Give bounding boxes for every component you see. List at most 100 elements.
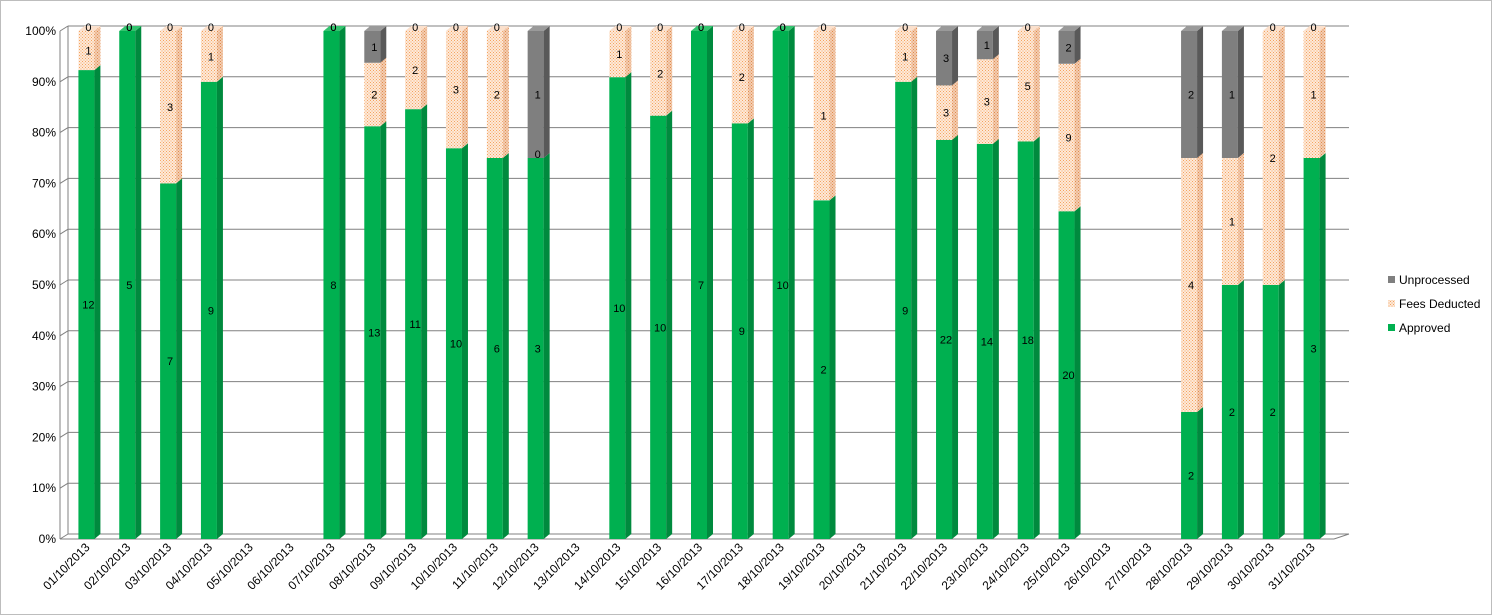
bar-top: [1303, 26, 1326, 31]
bar-segment-fees-deducted: [731, 31, 748, 124]
bar-segment-approved: [650, 115, 667, 540]
data-label-unprocessed: 0: [85, 22, 91, 34]
bar-top: [731, 26, 754, 31]
data-label-fees-deducted: 1: [85, 46, 91, 58]
bar-side-fees-deducted: [1197, 153, 1204, 412]
y-tick-label: 50%: [32, 278, 56, 292]
bar-segment-fees-deducted: [1303, 31, 1320, 158]
bar-side-approved: [829, 195, 836, 540]
data-label-fees-deducted: 1: [208, 51, 214, 63]
bar-top: [160, 26, 183, 31]
data-label-unprocessed: 0: [739, 22, 745, 34]
bar-top: [486, 26, 509, 31]
bar-segment-fees-deducted: [609, 31, 626, 78]
y-tick-label: 90%: [32, 75, 56, 89]
data-label-unprocessed: 0: [453, 22, 459, 34]
gridline-depth: [59, 381, 69, 388]
legend-label-approved: Approved: [1399, 321, 1450, 335]
bar-side-approved: [747, 118, 754, 539]
data-labels: 1210500730910800132111201030620301101010…: [82, 22, 1316, 483]
bar-side-fees-deducted: [829, 26, 836, 201]
bar-side-unprocessed: [1197, 26, 1204, 158]
bar-segment-approved: [609, 77, 626, 539]
data-label-fees-deducted: 3: [984, 97, 990, 109]
gridline-depth: [59, 228, 69, 235]
bar-segment-unprocessed: [936, 31, 953, 86]
bar-side-approved: [625, 72, 632, 539]
data-label-fees-deducted: 0: [698, 22, 704, 34]
data-label-unprocessed: 0: [412, 22, 418, 34]
data-label-approved: 10: [613, 303, 625, 315]
y-axis: 0% 10% 20% 30% 40% 50% 60% 70% 80% 90% 100%: [25, 24, 61, 546]
bar-side-approved: [339, 26, 346, 539]
bar-segment-fees-deducted: [1262, 31, 1279, 285]
bar-side-approved: [176, 178, 183, 539]
bar-side-fees-deducted: [1074, 58, 1081, 212]
bar-side-fees-deducted: [94, 26, 101, 71]
bar-segment-fees-deducted: [895, 31, 912, 82]
bar-segment-unprocessed: [1181, 31, 1198, 158]
bar-top: [527, 26, 550, 31]
data-label-fees-deducted: 0: [780, 22, 786, 34]
data-label-fees-deducted: 2: [494, 90, 500, 102]
bar-side-fees-deducted: [1319, 26, 1326, 158]
legend-swatch-unprocessed: [1388, 276, 1395, 283]
data-label-approved: 14: [981, 336, 993, 348]
data-label-approved: 3: [1311, 344, 1317, 356]
data-label-approved: 9: [208, 305, 214, 317]
legend-swatch-approved: [1388, 324, 1395, 331]
bar-side-unprocessed: [380, 26, 387, 63]
data-label-fees-deducted: 2: [1270, 153, 1276, 165]
gridline-depth: [59, 431, 69, 438]
bar-segment-fees-deducted: [976, 59, 993, 144]
data-label-fees-deducted: 2: [657, 68, 663, 80]
data-label-unprocessed: 0: [208, 22, 214, 34]
bar-segment-fees-deducted: [160, 31, 177, 184]
data-label-unprocessed: 0: [616, 22, 622, 34]
data-label-unprocessed: 0: [1311, 22, 1317, 34]
bar-segment-approved: [119, 31, 136, 539]
gridline-depth: [59, 482, 69, 489]
bar-segment-fees-deducted: [936, 85, 953, 140]
data-label-fees-deducted: 3: [453, 85, 459, 97]
bar-segment-approved: [1262, 285, 1279, 539]
bar-side-fees-deducted: [1278, 26, 1285, 285]
bar-side-fees-deducted: [1237, 153, 1244, 285]
bar-side-approved: [461, 143, 468, 539]
bar-segment-unprocessed: [976, 31, 993, 60]
bar-segment-fees-deducted: [813, 31, 830, 201]
bar-segment-fees-deducted: [78, 31, 95, 71]
bar-top: [976, 26, 999, 31]
bar-side-approved: [1319, 153, 1326, 539]
bar-segment-approved: [1181, 412, 1198, 539]
gridline-depth: [59, 127, 69, 134]
data-label-unprocessed: 0: [1025, 22, 1031, 34]
data-label-fees-deducted: 3: [167, 102, 173, 114]
bar-segment-unprocessed: [527, 31, 544, 158]
bar-side-approved: [502, 153, 509, 539]
bar-side-fees-deducted: [502, 26, 509, 158]
bar-side-approved: [421, 104, 428, 540]
bar-top: [1221, 26, 1244, 31]
data-label-unprocessed: 0: [330, 22, 336, 34]
bar-top: [1017, 26, 1040, 31]
legend-label-unprocessed: Unprocessed: [1399, 273, 1470, 287]
bar-top: [813, 26, 836, 31]
data-label-unprocessed: 0: [494, 22, 500, 34]
bar-side-approved: [380, 121, 387, 539]
y-tick-label: 60%: [32, 227, 56, 241]
bar-top: [78, 26, 101, 31]
y-tick-label: 80%: [32, 126, 56, 140]
bar-side-approved: [543, 153, 550, 539]
bar-top: [1262, 26, 1285, 31]
bar-top: [609, 26, 632, 31]
y-tick-label: 20%: [32, 430, 56, 444]
bar-segment-approved: [1221, 285, 1238, 539]
data-label-fees-deducted: 4: [1188, 280, 1194, 292]
bar-segment-fees-deducted: [405, 31, 422, 110]
legend-swatch-fees-deducted: [1388, 300, 1395, 307]
data-label-unprocessed: 0: [780, 22, 786, 34]
bar-segment-approved: [976, 143, 993, 539]
bar-top: [364, 26, 387, 31]
